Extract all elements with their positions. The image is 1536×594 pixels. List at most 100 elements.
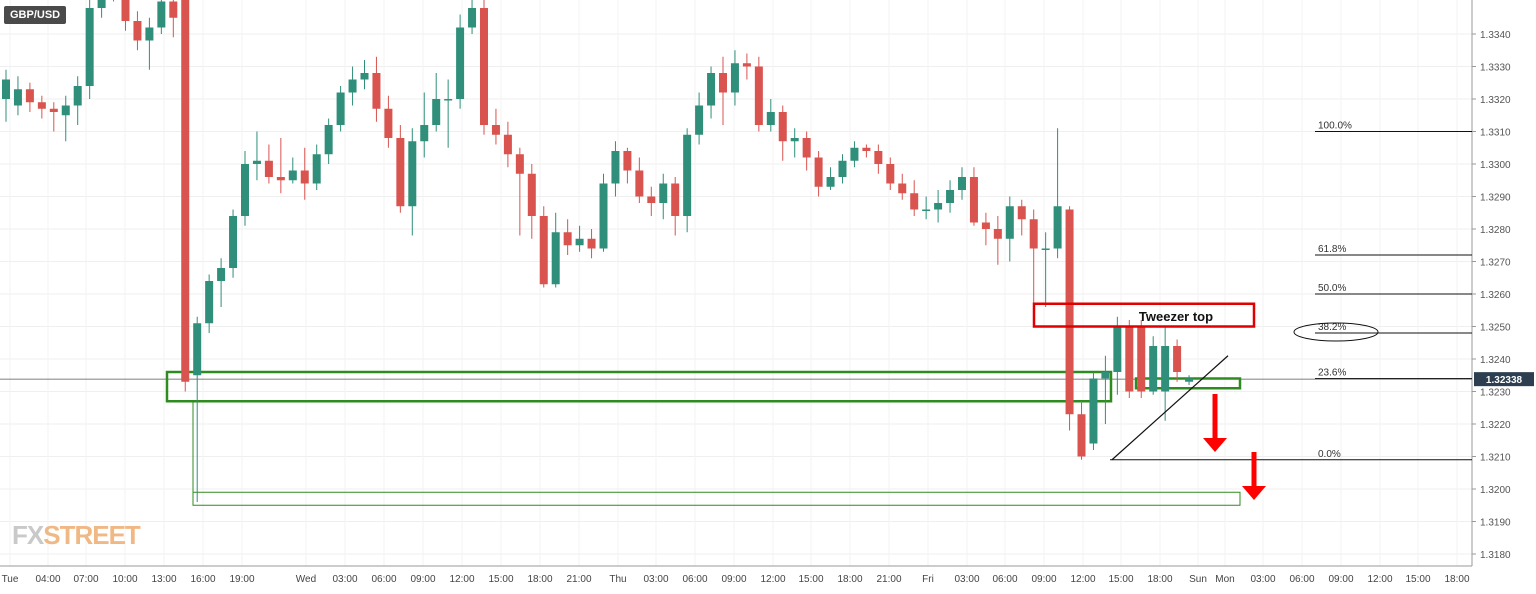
x-tick-label: 03:00 bbox=[1250, 574, 1275, 585]
candle-body bbox=[1125, 326, 1134, 392]
candle-body bbox=[2, 79, 10, 99]
x-tick-label: 06:00 bbox=[682, 574, 707, 585]
y-tick-label: 1.3310 bbox=[1480, 128, 1511, 139]
down-arrow-2-shaft bbox=[1251, 452, 1257, 488]
x-tick-label: 12:00 bbox=[449, 574, 474, 585]
candle-body bbox=[193, 323, 202, 376]
candle-body bbox=[874, 151, 883, 164]
fib-label: 0.0% bbox=[1318, 449, 1341, 460]
logo-part-street: STREET bbox=[43, 520, 141, 550]
x-tick-label: 06:00 bbox=[992, 574, 1017, 585]
candle-body bbox=[707, 73, 716, 106]
x-tick-label: 09:00 bbox=[1031, 574, 1056, 585]
y-tick-label: 1.3330 bbox=[1480, 63, 1511, 74]
down-arrow-1-shaft bbox=[1212, 394, 1218, 440]
x-tick-label: 09:00 bbox=[721, 574, 746, 585]
x-tick-label: 03:00 bbox=[643, 574, 668, 585]
x-tick-label: 15:00 bbox=[1405, 574, 1430, 585]
candle-body bbox=[539, 216, 548, 285]
candle-body bbox=[1185, 378, 1194, 382]
candle-body bbox=[826, 177, 835, 187]
candle-body bbox=[1041, 248, 1050, 250]
candle-body bbox=[121, 0, 130, 21]
candle-body bbox=[348, 79, 357, 93]
logo-part-fx: FX bbox=[12, 520, 44, 550]
candle-body bbox=[898, 183, 907, 194]
candle-body bbox=[1089, 378, 1098, 444]
candle-body bbox=[1101, 372, 1110, 379]
candle-body bbox=[790, 138, 799, 142]
symbol-badge: GBP/USD bbox=[4, 6, 67, 24]
candle-body bbox=[73, 86, 82, 106]
x-tick-label: Mon bbox=[1215, 574, 1234, 585]
candle-body bbox=[1149, 346, 1158, 392]
x-tick-label: Tue bbox=[2, 574, 19, 585]
candle-body bbox=[396, 138, 405, 207]
fib-label: 50.0% bbox=[1318, 283, 1346, 294]
candle-body bbox=[432, 99, 441, 125]
candle-body bbox=[766, 112, 775, 125]
candle-body bbox=[157, 1, 166, 28]
candle-body bbox=[695, 105, 704, 135]
candle-body bbox=[981, 222, 990, 229]
candle-body bbox=[551, 232, 560, 285]
y-tick-label: 1.3190 bbox=[1480, 518, 1511, 529]
y-tick-label: 1.3250 bbox=[1480, 323, 1511, 334]
x-tick-label: 09:00 bbox=[410, 574, 435, 585]
y-tick-label: 1.3210 bbox=[1480, 453, 1511, 464]
candle-body bbox=[659, 183, 668, 203]
fib-382-highlight-ellipse bbox=[1293, 322, 1379, 342]
x-tick-label: 19:00 bbox=[229, 574, 254, 585]
candle-body bbox=[635, 170, 644, 197]
x-tick-label: 12:00 bbox=[760, 574, 785, 585]
x-tick-label: 18:00 bbox=[837, 574, 862, 585]
x-tick-label: 15:00 bbox=[798, 574, 823, 585]
x-tick-label: 03:00 bbox=[954, 574, 979, 585]
candle-body bbox=[886, 164, 895, 184]
candle-body bbox=[969, 177, 978, 223]
tweezer-top-box bbox=[1032, 302, 1256, 328]
candle-body bbox=[300, 170, 309, 184]
y-tick-label: 1.3230 bbox=[1480, 388, 1511, 399]
candle-body bbox=[444, 99, 453, 101]
candle-body bbox=[217, 268, 226, 281]
x-tick-label: 13:00 bbox=[151, 574, 176, 585]
candle-body bbox=[456, 27, 465, 99]
candle-body bbox=[599, 183, 608, 249]
candle-body bbox=[49, 108, 58, 112]
y-tick-label: 1.3280 bbox=[1480, 225, 1511, 236]
y-tick-label: 1.3240 bbox=[1480, 355, 1511, 366]
x-tick-label: 21:00 bbox=[876, 574, 901, 585]
candle-body bbox=[623, 151, 632, 171]
x-tick-label: 06:00 bbox=[1289, 574, 1314, 585]
candle-body bbox=[1077, 414, 1086, 457]
x-tick-label: 15:00 bbox=[488, 574, 513, 585]
candle-body bbox=[1137, 326, 1146, 392]
candle-body bbox=[420, 125, 429, 142]
candle-body bbox=[97, 0, 106, 8]
y-tick-label: 1.3320 bbox=[1480, 95, 1511, 106]
fib-label: 23.6% bbox=[1318, 368, 1346, 379]
candle-body bbox=[288, 170, 297, 181]
candle-body bbox=[169, 1, 178, 18]
candle-body bbox=[802, 138, 811, 158]
candle-body bbox=[324, 125, 333, 155]
x-tick-label: 06:00 bbox=[371, 574, 396, 585]
candle-body bbox=[587, 238, 596, 249]
candle-body bbox=[778, 112, 787, 142]
candle-body bbox=[1065, 209, 1074, 415]
x-tick-label: 15:00 bbox=[1108, 574, 1133, 585]
y-tick-label: 1.3260 bbox=[1480, 290, 1511, 301]
current-price-tag bbox=[1474, 372, 1534, 387]
candle-body bbox=[145, 27, 154, 41]
candle-body bbox=[910, 193, 919, 210]
x-tick-label: 18:00 bbox=[1444, 574, 1469, 585]
y-tick-label: 1.3200 bbox=[1480, 485, 1511, 496]
candle-body bbox=[384, 108, 393, 138]
down-arrow-1-head bbox=[1203, 438, 1227, 452]
candle-body bbox=[1173, 346, 1182, 372]
candle-body bbox=[336, 92, 345, 125]
candle-body bbox=[13, 89, 22, 106]
